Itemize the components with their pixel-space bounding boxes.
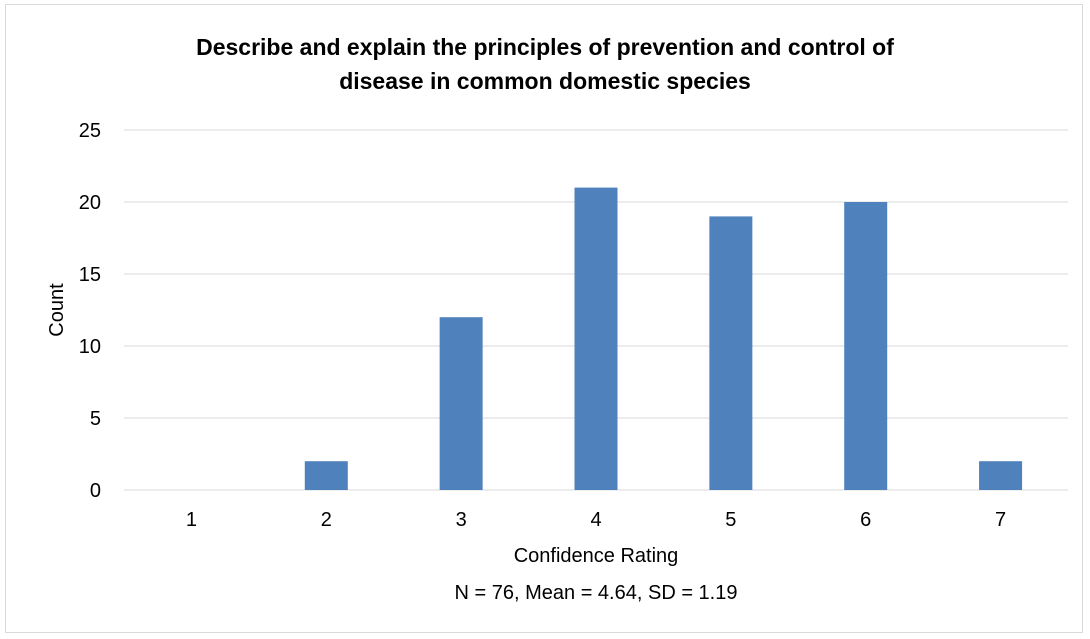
- chart-title: Describe and explain the principles of p…: [196, 34, 894, 94]
- chart-subtitle: N = 76, Mean = 4.64, SD = 1.19: [455, 582, 738, 604]
- x-tick-label: 7: [995, 509, 1006, 531]
- x-tick-labels: 1 2 3 4 5 6 7: [186, 509, 1006, 531]
- x-tick-label: 4: [590, 509, 601, 531]
- y-tick-label: 25: [79, 120, 101, 142]
- y-tick-label: 5: [90, 408, 101, 430]
- y-tick-labels: 0 5 10 15 20 25: [79, 120, 101, 502]
- y-tick-label: 10: [79, 336, 101, 358]
- bars: [304, 187, 1023, 490]
- x-tick-label: 5: [725, 509, 736, 531]
- x-tick-label: 6: [860, 509, 871, 531]
- bar: [709, 216, 753, 490]
- x-tick-label: 1: [186, 509, 197, 531]
- bar: [439, 317, 483, 490]
- y-tick-label: 0: [90, 480, 101, 502]
- x-axis-label: Confidence Rating: [514, 545, 679, 567]
- y-tick-label: 20: [79, 192, 101, 214]
- bar: [304, 461, 348, 490]
- x-tick-label: 2: [321, 509, 332, 531]
- chart-area: [5, 4, 1083, 633]
- bar: [844, 202, 888, 490]
- y-axis-label: Count: [46, 283, 68, 337]
- bar: [574, 187, 618, 490]
- y-tick-label: 15: [79, 264, 101, 286]
- bar: [979, 461, 1023, 490]
- x-tick-label: 3: [456, 509, 467, 531]
